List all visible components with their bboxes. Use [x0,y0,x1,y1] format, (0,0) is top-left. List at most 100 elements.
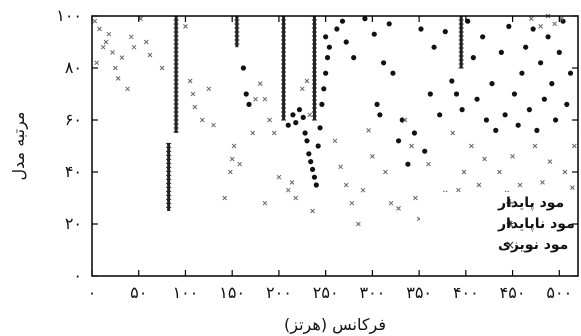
unstable-mode-point [483,117,490,123]
y-tick-label: ۰ [73,266,82,285]
legend-symbol: ⁕ [505,217,515,231]
noise-mode-point [366,128,371,133]
noise-mode-point [110,50,115,55]
noise-mode-stroke [231,143,237,149]
noise-mode-point [552,21,557,27]
noise-mode-point [190,91,196,97]
unstable-mode-point [511,91,518,97]
noise-mode-point [293,195,299,201]
unstable-mode-point [538,60,544,66]
unstable-mode-point [371,31,377,37]
unstable-mode-point [300,114,306,120]
unstable-mode-point [437,112,443,118]
noise-mode-stroke [343,182,349,188]
noise-mode-stroke [289,180,295,185]
noise-mode-stroke [276,174,282,180]
noise-mode-stroke [552,21,557,27]
noise-mode-stroke [562,169,568,175]
x-tick-label: ۰ [88,283,97,302]
noise-mode-stroke [299,86,305,92]
noise-mode-stroke [476,182,482,188]
unstable-mode-point [243,91,249,97]
noise-mode-point [570,185,575,190]
unstable-mode-point [343,39,349,45]
unstable-mode-point [285,122,291,128]
noise-mode-stroke [338,164,343,170]
noise-mode-stroke [227,169,233,175]
noise-mode-stroke [413,195,418,201]
unstable-mode-point [323,70,329,76]
unstable-mode-point [506,23,512,29]
noise-mode-point [106,31,112,37]
noise-mode-point [304,78,310,84]
stable-mode-column [234,15,240,48]
noise-mode-point [192,104,198,110]
noise-mode-point [562,169,568,175]
noise-mode-stroke [257,81,263,86]
noise-mode-point [229,156,235,162]
noise-mode-stroke [192,104,198,110]
x-tick-label: ۳۵۰ [406,283,432,302]
unstable-mode-point [431,44,437,50]
unstable-mode-point [302,130,308,136]
noise-mode-point [211,122,216,128]
noise-mode-stroke [128,34,134,40]
noise-mode-stroke [570,185,575,190]
unstable-mode-point [549,81,555,87]
unstable-mode-point [405,161,411,167]
noise-mode-stroke [211,122,216,128]
unstable-mode-point [453,91,460,97]
noise-mode-point [396,206,401,211]
noise-mode-stroke [402,117,408,123]
noise-mode-point [517,182,523,188]
noise-mode-point [409,143,414,149]
y-tick-label: ۴۰ [65,162,82,181]
noise-mode-point [267,117,272,123]
unstable-mode-point [377,112,383,118]
noise-mode-stroke [190,91,196,97]
unstable-mode-point [442,29,448,35]
noise-mode-stroke [187,78,193,84]
unstable-mode-point [480,34,486,40]
unstable-mode-point [395,138,402,144]
noise-mode-stroke [106,31,112,37]
noise-mode-point [262,96,268,102]
noise-mode-point [100,44,106,50]
unstable-mode-point [502,112,508,118]
unstable-mode-point [317,125,323,131]
noise-mode-point [115,76,121,81]
noise-mode-point [402,117,408,123]
noise-mode-point [227,169,233,175]
noise-mode-stroke [100,44,106,50]
noise-mode-stroke [356,221,361,227]
unstable-mode-point [498,49,504,56]
unstable-mode-point [386,21,392,27]
noise-mode-stroke [131,44,137,50]
legend-background [420,192,570,262]
noise-mode-stroke [528,16,534,21]
unstable-mode-point [560,18,566,24]
noise-mode-point [113,65,118,71]
unstable-mode-point [422,148,428,154]
noise-mode-stroke [113,65,118,71]
x-axis-title: فرکانس (هرتز) [284,315,386,335]
unstable-mode-point [362,16,368,22]
noise-mode-point [143,39,149,45]
unstable-mode-point [381,60,387,66]
unstable-mode-point [545,34,551,40]
noise-mode-point [356,221,361,227]
noise-mode-point [285,187,291,193]
unstable-mode-point [306,151,312,157]
unstable-mode-point [290,112,296,118]
noise-mode-point [370,154,375,159]
y-tick-label: ۱۰۰ [56,6,82,25]
stable-mode-column [458,15,464,69]
noise-mode-stroke [370,154,375,159]
x-tick-label: ۳۰۰ [359,283,385,302]
noise-mode-stroke [510,154,515,159]
noise-mode-stroke [262,96,268,102]
unstable-mode-point [493,127,499,133]
unstable-mode-point [552,117,559,123]
unstable-mode-point [326,44,332,50]
stable-mode-column [311,15,317,121]
